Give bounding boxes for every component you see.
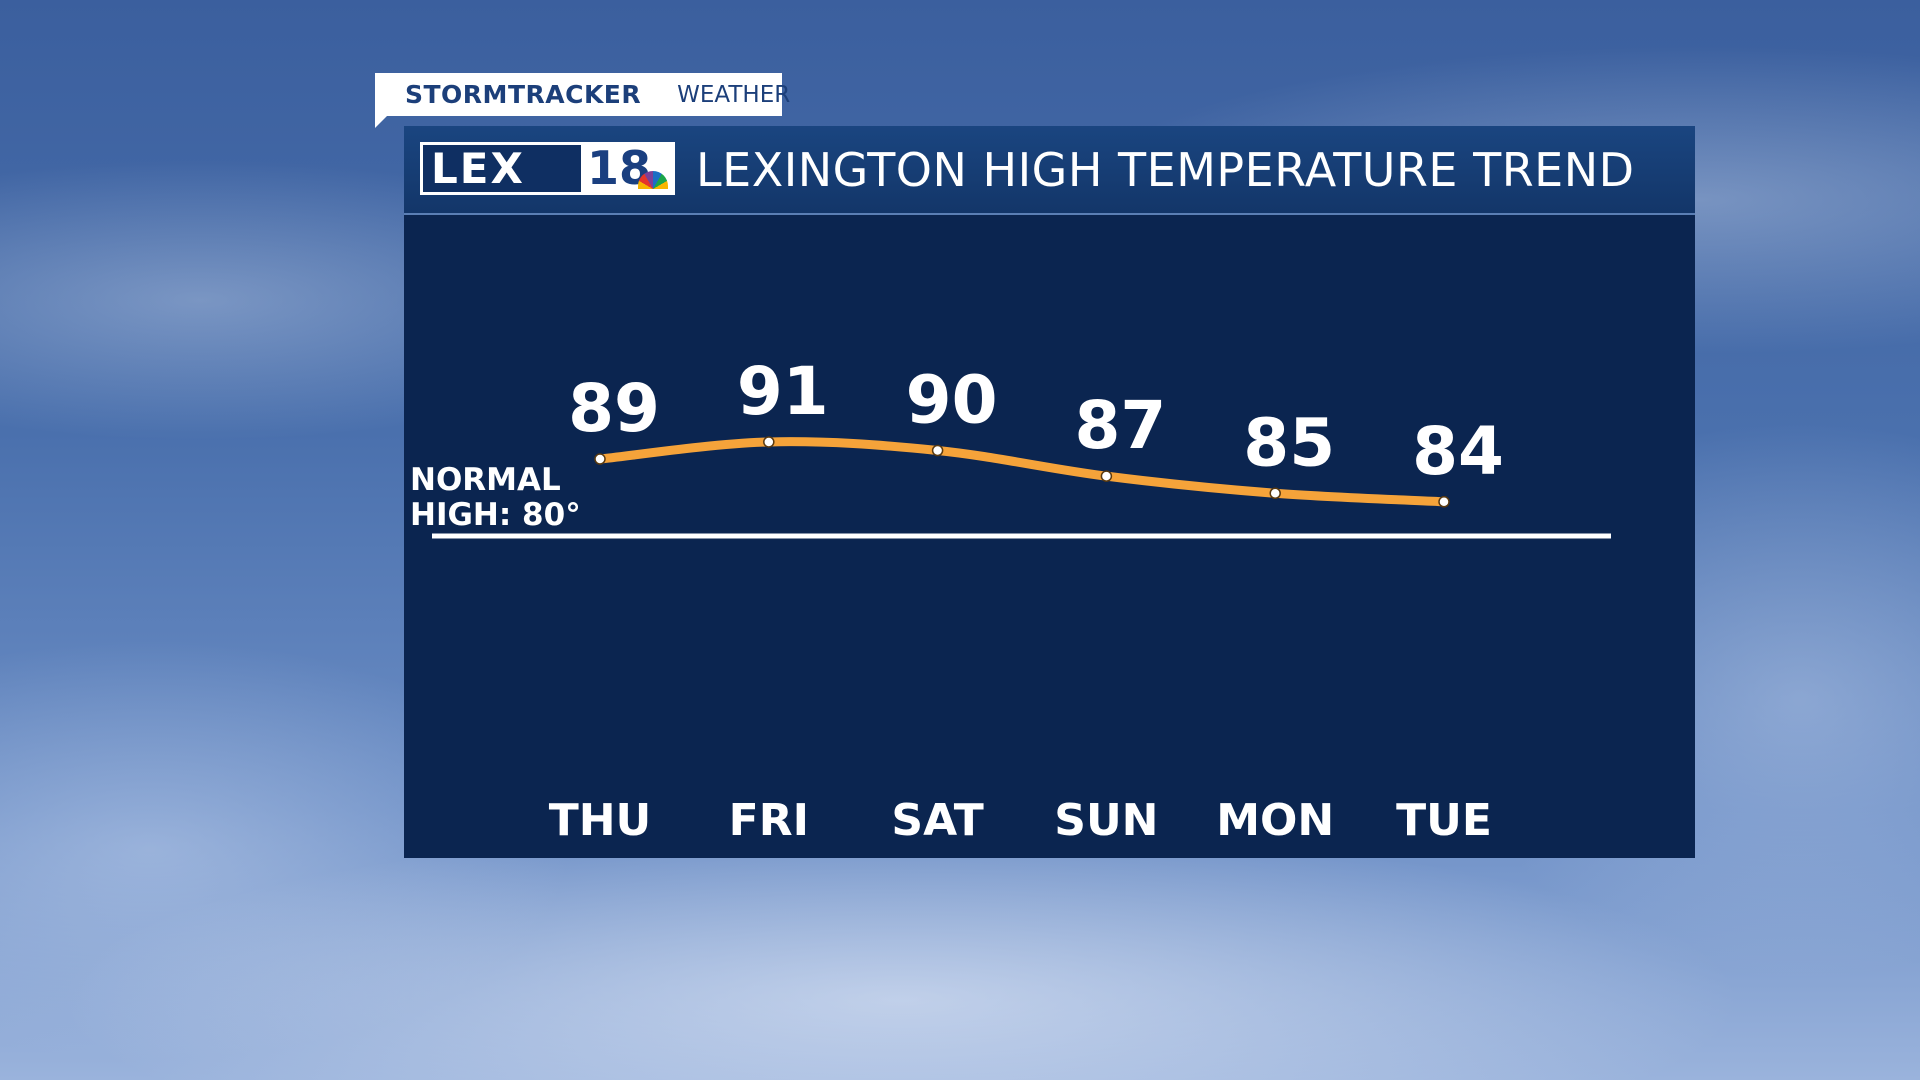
day-label: FRI — [729, 795, 809, 846]
day-label: THU — [549, 795, 652, 846]
value-label: 87 — [1074, 387, 1166, 464]
normal-label-line1: NORMAL — [410, 462, 561, 498]
value-label: 91 — [737, 353, 829, 430]
day-label: MON — [1216, 795, 1334, 846]
day-label: TUE — [1396, 795, 1492, 846]
trend-line — [595, 437, 1449, 507]
day-label: SAT — [891, 795, 983, 846]
value-label: 90 — [906, 362, 998, 439]
data-point — [1269, 487, 1281, 499]
panel-header: LEX 18 LEXINGTON HIGH TEMPERATURE TREND — [404, 126, 1695, 215]
normal-label-line2: HIGH: 80° — [410, 497, 581, 533]
data-point — [1100, 470, 1113, 482]
tag-tail — [375, 114, 389, 128]
data-point — [931, 444, 944, 457]
chart-panel: LEX 18 LEXINGTON HIGH TEMPERATURE TREND — [404, 126, 1695, 858]
page-title: LEXINGTON HIGH TEMPERATURE TREND — [696, 143, 1635, 197]
value-label: 89 — [568, 370, 660, 447]
data-point — [1438, 496, 1450, 508]
logo-lex: LEX — [431, 144, 525, 193]
lex18-logo: LEX 18 — [420, 142, 675, 195]
data-point — [594, 453, 606, 465]
logo-18: 18 — [581, 145, 672, 192]
nbc-peacock-icon — [638, 171, 668, 189]
value-label: 85 — [1243, 404, 1335, 481]
stormtracker-tag: STORMTRACKER WEATHER — [375, 73, 790, 116]
value-label: 84 — [1412, 413, 1504, 490]
day-label: SUN — [1054, 795, 1158, 846]
data-point — [763, 436, 775, 448]
tag-brand: STORMTRACKER — [405, 80, 642, 109]
tag-section: WEATHER — [677, 81, 791, 108]
